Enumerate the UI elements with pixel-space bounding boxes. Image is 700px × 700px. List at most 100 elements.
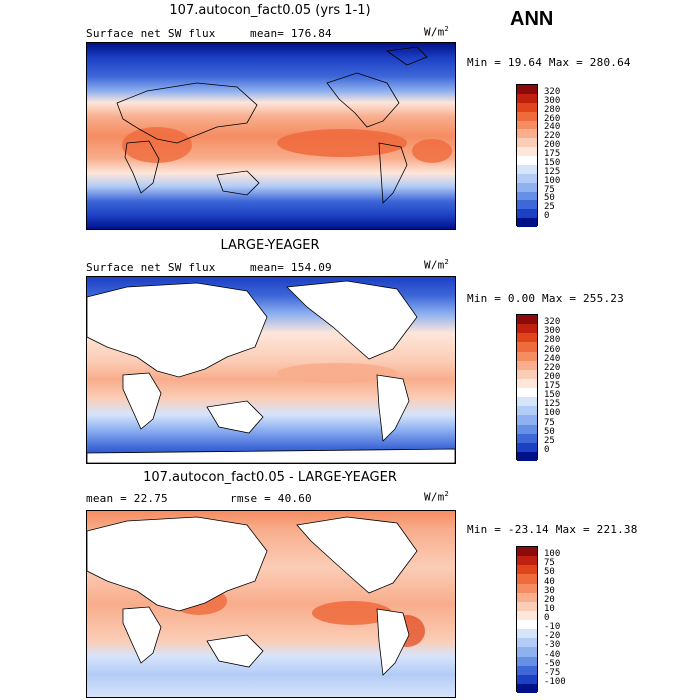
colorbar-tick-label: 175 — [544, 381, 561, 391]
colorbar-swatch — [517, 610, 537, 620]
colorbar-swatch — [517, 451, 537, 461]
colorbar-tick-label: 75 — [544, 417, 555, 428]
colorbar-tick-label: 175 — [544, 149, 561, 159]
colorbar-tick-label: 320 — [544, 317, 561, 328]
colorbar-swatch — [517, 378, 537, 388]
colorbar-tick-label: 75 — [544, 184, 555, 195]
colorbar-swatch — [517, 173, 537, 183]
panel3-mean-label: mean = 22.75 — [86, 492, 168, 505]
panel3-map — [86, 510, 456, 698]
colorbar-tick-label: 100 — [544, 175, 561, 186]
panel2-colorbar — [516, 314, 538, 461]
colorbar-swatch — [517, 138, 537, 148]
colorbar-tick-label: 150 — [544, 157, 561, 168]
panel1-colorbar — [516, 84, 538, 227]
colorbar-tick-label: 300 — [544, 95, 561, 106]
colorbar-swatch — [517, 342, 537, 352]
colorbar-swatch — [517, 360, 537, 370]
colorbar-tick-label: 50 — [544, 193, 555, 204]
panel2-mean-label: mean= 154.09 — [250, 261, 332, 274]
colorbar-swatch — [517, 191, 537, 201]
colorbar-tick-label: 125 — [544, 166, 561, 177]
colorbar-swatch — [517, 324, 537, 334]
colorbar-swatch — [517, 397, 537, 407]
colorbar-tick-label: 20 — [544, 594, 555, 605]
colorbar-swatch — [517, 415, 537, 425]
colorbar-swatch — [517, 665, 537, 675]
colorbar-swatch — [517, 442, 537, 452]
colorbar-tick-label: 260 — [544, 113, 561, 124]
colorbar-tick-label: -30 — [544, 640, 561, 651]
colorbar-swatch — [517, 547, 537, 557]
colorbar-swatch — [517, 85, 537, 94]
colorbar-tick-label: 0 — [544, 211, 550, 222]
colorbar-tick-label: 260 — [544, 344, 561, 355]
colorbar-swatch — [517, 156, 537, 165]
colorbar-tick-label: 10 — [544, 603, 555, 614]
panel1-title: 107.autocon_fact0.05 (yrs 1-1) — [169, 3, 371, 18]
colorbar-tick-label: 320 — [544, 86, 561, 97]
colorbar-swatch — [517, 565, 537, 575]
colorbar-tick-label: 100 — [544, 408, 561, 419]
colorbar-tick-label: 240 — [544, 353, 561, 364]
panel2-map — [86, 276, 456, 464]
colorbar-tick-label: 200 — [544, 140, 561, 151]
panel1-minmax: Min = 19.64 Max = 280.64 — [467, 56, 631, 69]
colorbar-swatch — [517, 209, 537, 219]
colorbar-tick-label: 40 — [544, 576, 555, 587]
colorbar-tick-label: 100 — [544, 549, 561, 560]
panel1-map — [86, 42, 456, 230]
colorbar-swatch — [517, 351, 537, 361]
colorbar-swatch — [517, 638, 537, 648]
colorbar-swatch — [517, 102, 537, 112]
panel1-units: W/m2 — [424, 25, 449, 39]
colorbar-tick-label: 25 — [544, 202, 555, 213]
colorbar-tick-label: 50 — [544, 426, 555, 437]
panel2-field-label: Surface net SW flux — [86, 261, 216, 274]
colorbar-swatch — [517, 574, 537, 584]
colorbar-swatch — [517, 315, 537, 325]
panel3-minmax: Min = -23.14 Max = 221.38 — [467, 523, 638, 536]
colorbar-tick-label: -20 — [544, 631, 561, 642]
colorbar-tick-label: -75 — [544, 667, 561, 678]
panel3-title: 107.autocon_fact0.05 - LARGE-YEAGER — [143, 470, 397, 485]
colorbar-tick-label: 200 — [544, 371, 561, 382]
colorbar-swatch — [517, 182, 537, 192]
colorbar-tick-label: -40 — [544, 649, 561, 660]
season-label: ANN — [510, 8, 554, 30]
colorbar-swatch — [517, 592, 537, 602]
colorbar-swatch — [517, 147, 537, 156]
colorbar-tick-label: 0 — [544, 444, 550, 455]
colorbar-tick-label: 25 — [544, 435, 555, 446]
colorbar-swatch — [517, 388, 537, 398]
colorbar-swatch — [517, 647, 537, 657]
colorbar-swatch — [517, 164, 537, 174]
colorbar-swatch — [517, 120, 537, 130]
colorbar-swatch — [517, 656, 537, 666]
colorbar-tick-label: -50 — [544, 658, 561, 669]
colorbar-swatch — [517, 556, 537, 566]
panel3-rmse-label: rmse = 40.60 — [230, 492, 312, 505]
colorbar-tick-label: 220 — [544, 131, 561, 142]
colorbar-swatch — [517, 424, 537, 434]
colorbar-swatch — [517, 674, 537, 684]
colorbar-swatch — [517, 333, 537, 343]
colorbar-tick-label: 220 — [544, 362, 561, 373]
panel2-title: LARGE-YEAGER — [220, 238, 320, 253]
colorbar-tick-label: 30 — [544, 585, 555, 596]
colorbar-tick-label: 280 — [544, 335, 561, 346]
panel1-mean-label: mean= 176.84 — [250, 27, 332, 40]
colorbar-swatch — [517, 620, 537, 630]
panel3-units: W/m2 — [424, 490, 449, 504]
panel3-colorbar — [516, 546, 538, 693]
colorbar-swatch — [517, 93, 537, 103]
colorbar-swatch — [517, 129, 537, 139]
colorbar-swatch — [517, 601, 537, 611]
colorbar-swatch — [517, 369, 537, 379]
colorbar-tick-label: -100 — [544, 676, 566, 687]
colorbar-tick-label: 125 — [544, 399, 561, 410]
colorbar-tick-label: 0 — [544, 613, 550, 623]
colorbar-tick-label: 240 — [544, 122, 561, 133]
colorbar-swatch — [517, 629, 537, 639]
colorbar-swatch — [517, 111, 537, 121]
